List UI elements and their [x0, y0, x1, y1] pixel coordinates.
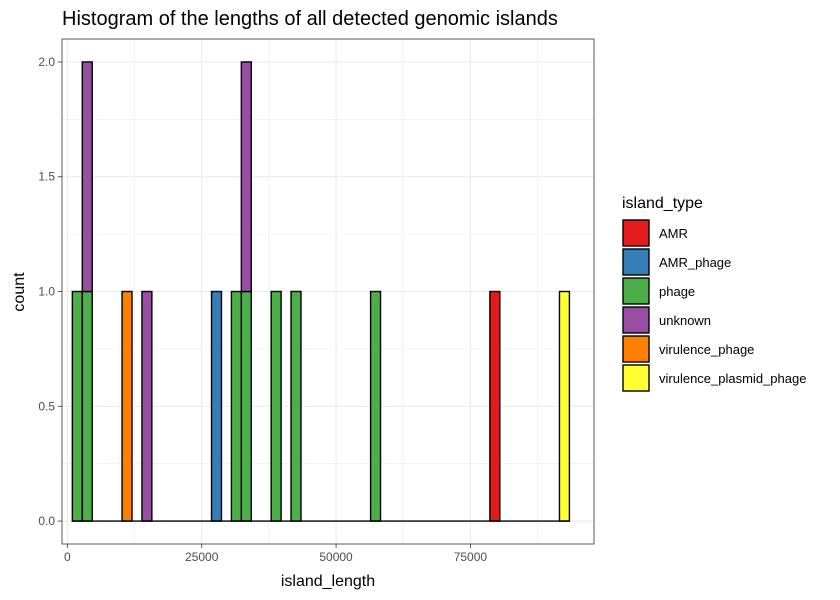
histogram-bar: [81, 290, 93, 522]
x-axis-title: island_length: [281, 573, 375, 590]
chart-title: Histogram of the lengths of all detected…: [62, 8, 558, 30]
legend-key: [622, 219, 650, 247]
y-tick-label: 0.0: [38, 514, 55, 528]
histogram-bar: [121, 290, 133, 522]
grid-major: [62, 39, 594, 544]
x-tick-label: 50000: [319, 550, 353, 564]
legend-label: unknown: [659, 313, 711, 328]
x-tick-label: 0: [64, 550, 71, 564]
histogram-bar: [210, 290, 223, 522]
y-tick-label: 2.0: [38, 55, 55, 69]
bars: [71, 61, 571, 522]
legend-label: AMR: [659, 226, 688, 241]
x-tick-label: 25000: [185, 550, 219, 564]
histogram-bar: [369, 290, 382, 522]
histogram-bar: [290, 290, 302, 522]
legend-key: [622, 277, 650, 305]
legend-label: phage: [659, 284, 695, 299]
histogram-bar: [489, 290, 501, 522]
histogram-bar: [230, 290, 243, 522]
y-axis-title: count: [11, 272, 28, 312]
y-axis: 0.0 0.5 1.0 1.5 2.0: [38, 55, 62, 528]
legend-title: island_type: [622, 195, 703, 212]
y-tick-label: 1.0: [38, 285, 55, 299]
histogram-bar: [558, 290, 571, 522]
legend-key: [622, 248, 650, 276]
histogram-bar: [71, 290, 83, 522]
legend-label: virulence_phage: [659, 342, 754, 357]
x-tick-label: 75000: [454, 550, 488, 564]
histogram-bar: [270, 290, 282, 522]
histogram-bar: [240, 290, 252, 522]
x-axis: 0 25000 50000 75000: [64, 544, 487, 564]
legend-label: virulence_plasmid_phage: [659, 371, 806, 386]
legend-key: [622, 335, 650, 363]
legend-key: [622, 364, 650, 392]
histogram-bar: [240, 61, 252, 293]
legend-label: AMR_phage: [659, 255, 731, 270]
y-tick-label: 1.5: [38, 170, 55, 184]
histogram-bar: [141, 290, 153, 522]
y-tick-label: 0.5: [38, 399, 55, 413]
legend-key: [622, 306, 650, 334]
histogram-bar: [81, 61, 93, 293]
